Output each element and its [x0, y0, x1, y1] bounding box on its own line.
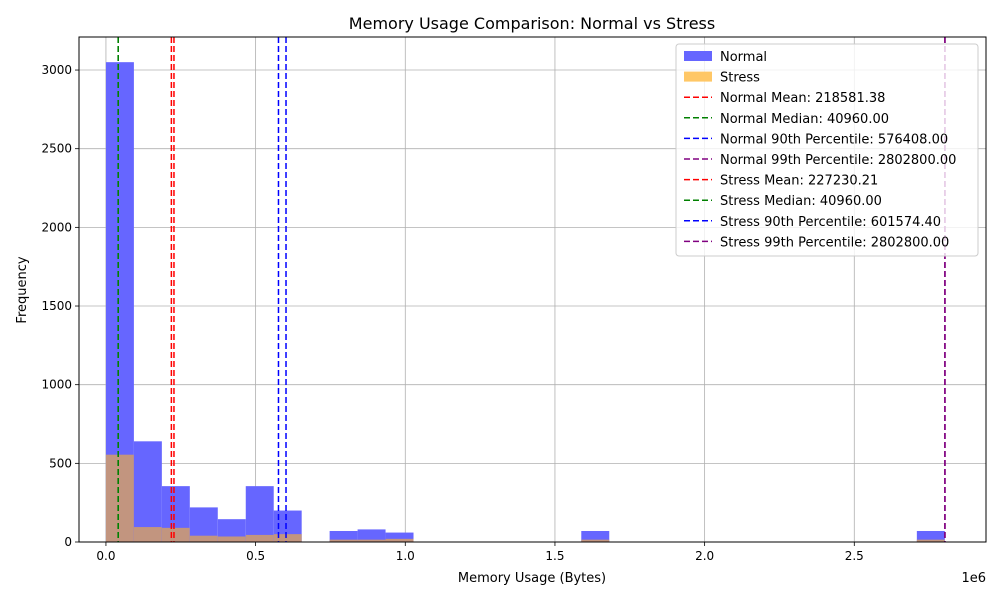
- normal-bar: [916, 530, 945, 542]
- y-tick-label: 0: [64, 535, 72, 549]
- normal-bar: [385, 532, 414, 542]
- normal-bar: [357, 529, 386, 542]
- x-tick-label: 0.0: [96, 549, 115, 563]
- x-tick-label: 2.0: [695, 549, 714, 563]
- stress-bar: [245, 534, 274, 542]
- y-tick-label: 2500: [41, 142, 72, 156]
- stress-bar: [217, 536, 246, 542]
- y-tick-label: 3000: [41, 63, 72, 77]
- legend-label-reference-line: Normal 90th Percentile: 576408.00: [720, 132, 948, 147]
- x-axis-label: Memory Usage (Bytes): [458, 571, 606, 586]
- legend-swatch-stress: [684, 71, 712, 82]
- stress-bar: [329, 539, 358, 542]
- legend-label-reference-line: Stress Mean: 227230.21: [720, 174, 878, 189]
- y-tick-label: 500: [49, 456, 72, 470]
- y-tick-label: 1000: [41, 378, 72, 392]
- chart-title: Memory Usage Comparison: Normal vs Stres…: [349, 14, 715, 33]
- reference-lines: [117, 37, 946, 542]
- stress-bar: [273, 534, 302, 542]
- stress-bar: [357, 539, 386, 542]
- x-tick-label: 1.0: [396, 549, 415, 563]
- x-tick-label: 2.5: [845, 549, 864, 563]
- legend-label-stress: Stress: [720, 71, 760, 86]
- plot-frame: [78, 36, 987, 543]
- legend-label-reference-line: Stress 99th Percentile: 2802800.00: [720, 235, 949, 250]
- legend-label-reference-line: Stress 90th Percentile: 601574.40: [720, 215, 941, 230]
- stress-bar: [105, 454, 134, 542]
- stress-bar: [133, 527, 162, 542]
- axis-ticks: 0.0 0.5 1.0 1.5 2.0 2.5 0 500 1000 1500 2000 2500 30…: [41, 63, 863, 563]
- legend-label-reference-line: Normal 99th Percentile: 2802800.00: [720, 153, 956, 168]
- x-tick-label: 0.5: [246, 549, 265, 563]
- legend-label-normal: Normal: [720, 50, 767, 65]
- normal-bar: [245, 486, 274, 542]
- y-tick-label: 2000: [41, 220, 72, 234]
- legend-label-reference-line: Normal Median: 40960.00: [720, 112, 889, 127]
- legend-label-reference-line: Stress Median: 40960.00: [720, 194, 882, 209]
- stress-bar: [189, 535, 218, 542]
- y-tick-label: 1500: [41, 299, 72, 313]
- normal-bar: [329, 530, 358, 542]
- stress-bar: [161, 527, 190, 542]
- legend-label-reference-line: Normal Mean: 218581.38: [720, 91, 885, 106]
- normal-bar: [581, 530, 610, 542]
- stress-bar: [916, 539, 945, 542]
- legend: Normal Stress Normal Mean: 218581.38 Normal…: [675, 43, 979, 257]
- normal-bar: [217, 519, 246, 542]
- normal-bar: [133, 441, 162, 542]
- x-tick-label: 1.5: [545, 549, 564, 563]
- y-axis-label: Frequency: [15, 256, 30, 323]
- legend-box: [675, 43, 979, 257]
- stress-bar: [581, 539, 610, 542]
- legend-swatch-normal: [684, 51, 712, 61]
- stress-bar: [385, 538, 414, 542]
- x-axis-offset-label: 1e6: [961, 571, 986, 586]
